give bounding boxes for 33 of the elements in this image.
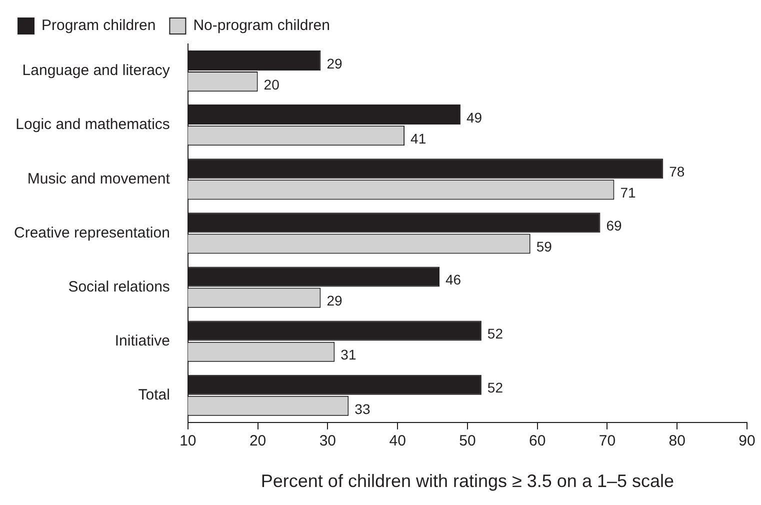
x-axis-title: Percent of children with ratings ≥ 3.5 on a 1–5 scale [260,471,674,492]
data-label: 52 [487,326,504,342]
data-label: 52 [487,380,504,396]
data-label: 71 [620,184,636,201]
x-tick-label: 30 [319,432,336,450]
y-tick-label: Social relations [68,278,170,296]
y-tick-label: Music and movement [27,170,171,188]
y-tick-label: Creative representation [14,224,170,242]
x-tick-label: 90 [738,432,756,450]
data-label: 69 [606,218,622,234]
data-label: 20 [264,76,280,92]
x-tick-label: 70 [598,432,616,450]
data-label: 59 [536,238,552,255]
data-label: 31 [340,346,356,363]
x-tick-label: 20 [249,432,266,450]
x-tick-label: 10 [180,432,196,450]
data-label: 46 [446,272,462,288]
x-tick-label: 80 [668,432,686,450]
x-tick-label: 40 [389,432,406,450]
data-label: 33 [354,400,370,417]
data-label: 78 [669,163,685,180]
data-label: 29 [326,55,342,72]
y-tick-label: Language and literacy [22,62,170,80]
data-label: 29 [326,292,342,309]
legend-label: No-program children [193,17,330,34]
x-tick-label: 60 [529,432,546,450]
data-label: 49 [466,109,482,126]
y-tick-label: Initiative [114,332,170,350]
y-tick-label: Logic and mathematics [16,116,170,134]
data-label: 41 [410,130,426,146]
legend-label: Program children [42,17,156,34]
y-tick-label: Total [138,386,170,404]
x-tick-label: 50 [459,432,476,450]
